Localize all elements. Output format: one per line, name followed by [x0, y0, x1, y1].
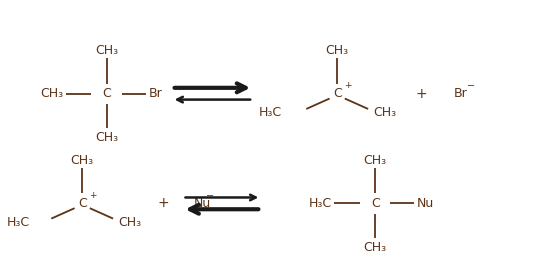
- Text: CH₃: CH₃: [71, 154, 94, 167]
- Text: CH₃: CH₃: [364, 154, 387, 167]
- Text: C: C: [78, 197, 86, 210]
- Text: −: −: [467, 81, 475, 91]
- Text: CH₃: CH₃: [119, 216, 141, 229]
- Text: +: +: [158, 196, 169, 210]
- Text: H₃C: H₃C: [7, 216, 30, 229]
- Text: CH₃: CH₃: [95, 44, 118, 57]
- Text: −: −: [206, 191, 214, 201]
- Text: CH₃: CH₃: [40, 87, 63, 100]
- Text: CH₃: CH₃: [364, 241, 387, 254]
- Text: H₃C: H₃C: [259, 106, 282, 120]
- Text: CH₃: CH₃: [374, 106, 397, 120]
- Text: C: C: [371, 197, 379, 210]
- Text: Br: Br: [454, 87, 467, 100]
- Text: C: C: [102, 87, 111, 100]
- Text: Br: Br: [148, 87, 162, 100]
- Text: CH₃: CH₃: [326, 44, 349, 57]
- Text: C: C: [333, 87, 341, 100]
- Text: +: +: [416, 87, 427, 101]
- Text: CH₃: CH₃: [95, 131, 118, 144]
- Text: H₃C: H₃C: [309, 197, 332, 210]
- Text: Nu: Nu: [417, 197, 434, 210]
- Text: +: +: [344, 81, 352, 90]
- Text: +: +: [89, 191, 97, 200]
- Text: Nu: Nu: [193, 197, 211, 210]
